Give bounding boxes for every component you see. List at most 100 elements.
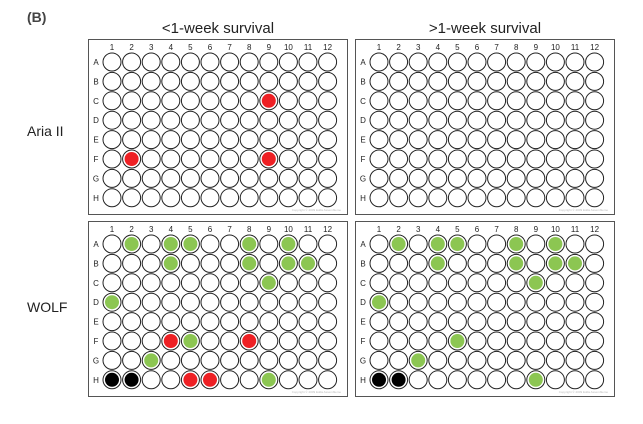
well-E11	[565, 312, 585, 332]
well-F11	[298, 149, 318, 169]
row-letter: A	[360, 240, 366, 249]
well-A8	[239, 52, 259, 72]
well-E7	[220, 312, 240, 332]
well-E10	[278, 130, 298, 150]
column-number: 12	[590, 225, 599, 234]
well-H12	[318, 370, 338, 390]
well-E2	[389, 312, 409, 332]
well-G11	[298, 168, 318, 188]
column-number: 10	[551, 43, 560, 52]
well-G5	[180, 168, 200, 188]
well-G2	[122, 350, 142, 370]
well-H10	[545, 188, 565, 208]
well-A4	[428, 52, 448, 72]
well-H8	[506, 370, 526, 390]
well-H1	[369, 188, 389, 208]
well-H12	[318, 188, 338, 208]
well-G4	[161, 168, 181, 188]
row-letter: E	[360, 318, 365, 327]
well-H11	[565, 370, 585, 390]
well-G6	[200, 168, 220, 188]
well-G3	[141, 168, 161, 188]
well-F2	[389, 149, 409, 169]
well-D3	[141, 110, 161, 130]
well-E11	[298, 130, 318, 150]
well-G4	[428, 168, 448, 188]
row-letter: D	[93, 298, 99, 307]
well-G7	[487, 168, 507, 188]
well-B3	[141, 71, 161, 91]
copyright-text: Copyright © 2009 Edda Assembleme	[558, 208, 608, 212]
well-E1	[102, 130, 122, 150]
well-G9	[526, 168, 546, 188]
well-H3	[408, 188, 428, 208]
well-A3	[408, 234, 428, 254]
well-B9	[526, 253, 546, 273]
well-H7	[487, 370, 507, 390]
row-letter: B	[360, 77, 365, 86]
well-fill-green	[509, 237, 524, 251]
well-H2	[122, 188, 142, 208]
well-H5	[180, 188, 200, 208]
well-fill-red	[242, 334, 257, 348]
well-E4	[161, 312, 181, 332]
well-C12	[585, 91, 605, 111]
well-F7	[220, 149, 240, 169]
well-E4	[428, 130, 448, 150]
well-G5	[447, 168, 467, 188]
column-number: 8	[514, 225, 519, 234]
well-B3	[408, 253, 428, 273]
well-fill-green	[450, 334, 465, 348]
well-C6	[200, 91, 220, 111]
column-number: 9	[534, 225, 539, 234]
plate-wolf-over-1-week: 1 2 3 4 5 6 7 8 9 10 11 12 A B C D E F G H Copyright © 2009 …	[355, 221, 615, 397]
well-H10	[278, 188, 298, 208]
column-number: 8	[247, 43, 252, 52]
well-C7	[487, 91, 507, 111]
well-H3	[408, 370, 428, 390]
well-C11	[298, 273, 318, 293]
well-F1	[102, 149, 122, 169]
well-C8	[239, 273, 259, 293]
well-F9	[259, 331, 279, 351]
well-G12	[318, 168, 338, 188]
well-G3	[408, 168, 428, 188]
well-C9	[526, 91, 546, 111]
well-E1	[369, 130, 389, 150]
well-D6	[200, 110, 220, 130]
well-C6	[200, 273, 220, 293]
well-F6	[200, 149, 220, 169]
well-D5	[180, 292, 200, 312]
well-G7	[220, 350, 240, 370]
well-E2	[122, 312, 142, 332]
well-F1	[102, 331, 122, 351]
well-A12	[585, 52, 605, 72]
well-E4	[161, 130, 181, 150]
well-E10	[545, 130, 565, 150]
row-letter: C	[360, 279, 366, 288]
well-fill-green	[528, 275, 543, 290]
column-number: 7	[227, 43, 232, 52]
well-E7	[487, 312, 507, 332]
well-F7	[220, 331, 240, 351]
well-B7	[220, 253, 240, 273]
well-D2	[389, 110, 409, 130]
well-F3	[141, 331, 161, 351]
well-A6	[200, 52, 220, 72]
well-D4	[161, 292, 181, 312]
well-fill-green	[391, 237, 406, 251]
well-A11	[565, 234, 585, 254]
well-B1	[102, 71, 122, 91]
well-A10	[545, 52, 565, 72]
well-B4	[428, 71, 448, 91]
well-G11	[298, 350, 318, 370]
well-D10	[545, 292, 565, 312]
column-number: 2	[129, 225, 134, 234]
well-D2	[122, 110, 142, 130]
well-B12	[318, 71, 338, 91]
column-number: 1	[377, 225, 382, 234]
well-F9	[526, 149, 546, 169]
well-F10	[545, 331, 565, 351]
well-B5	[180, 71, 200, 91]
